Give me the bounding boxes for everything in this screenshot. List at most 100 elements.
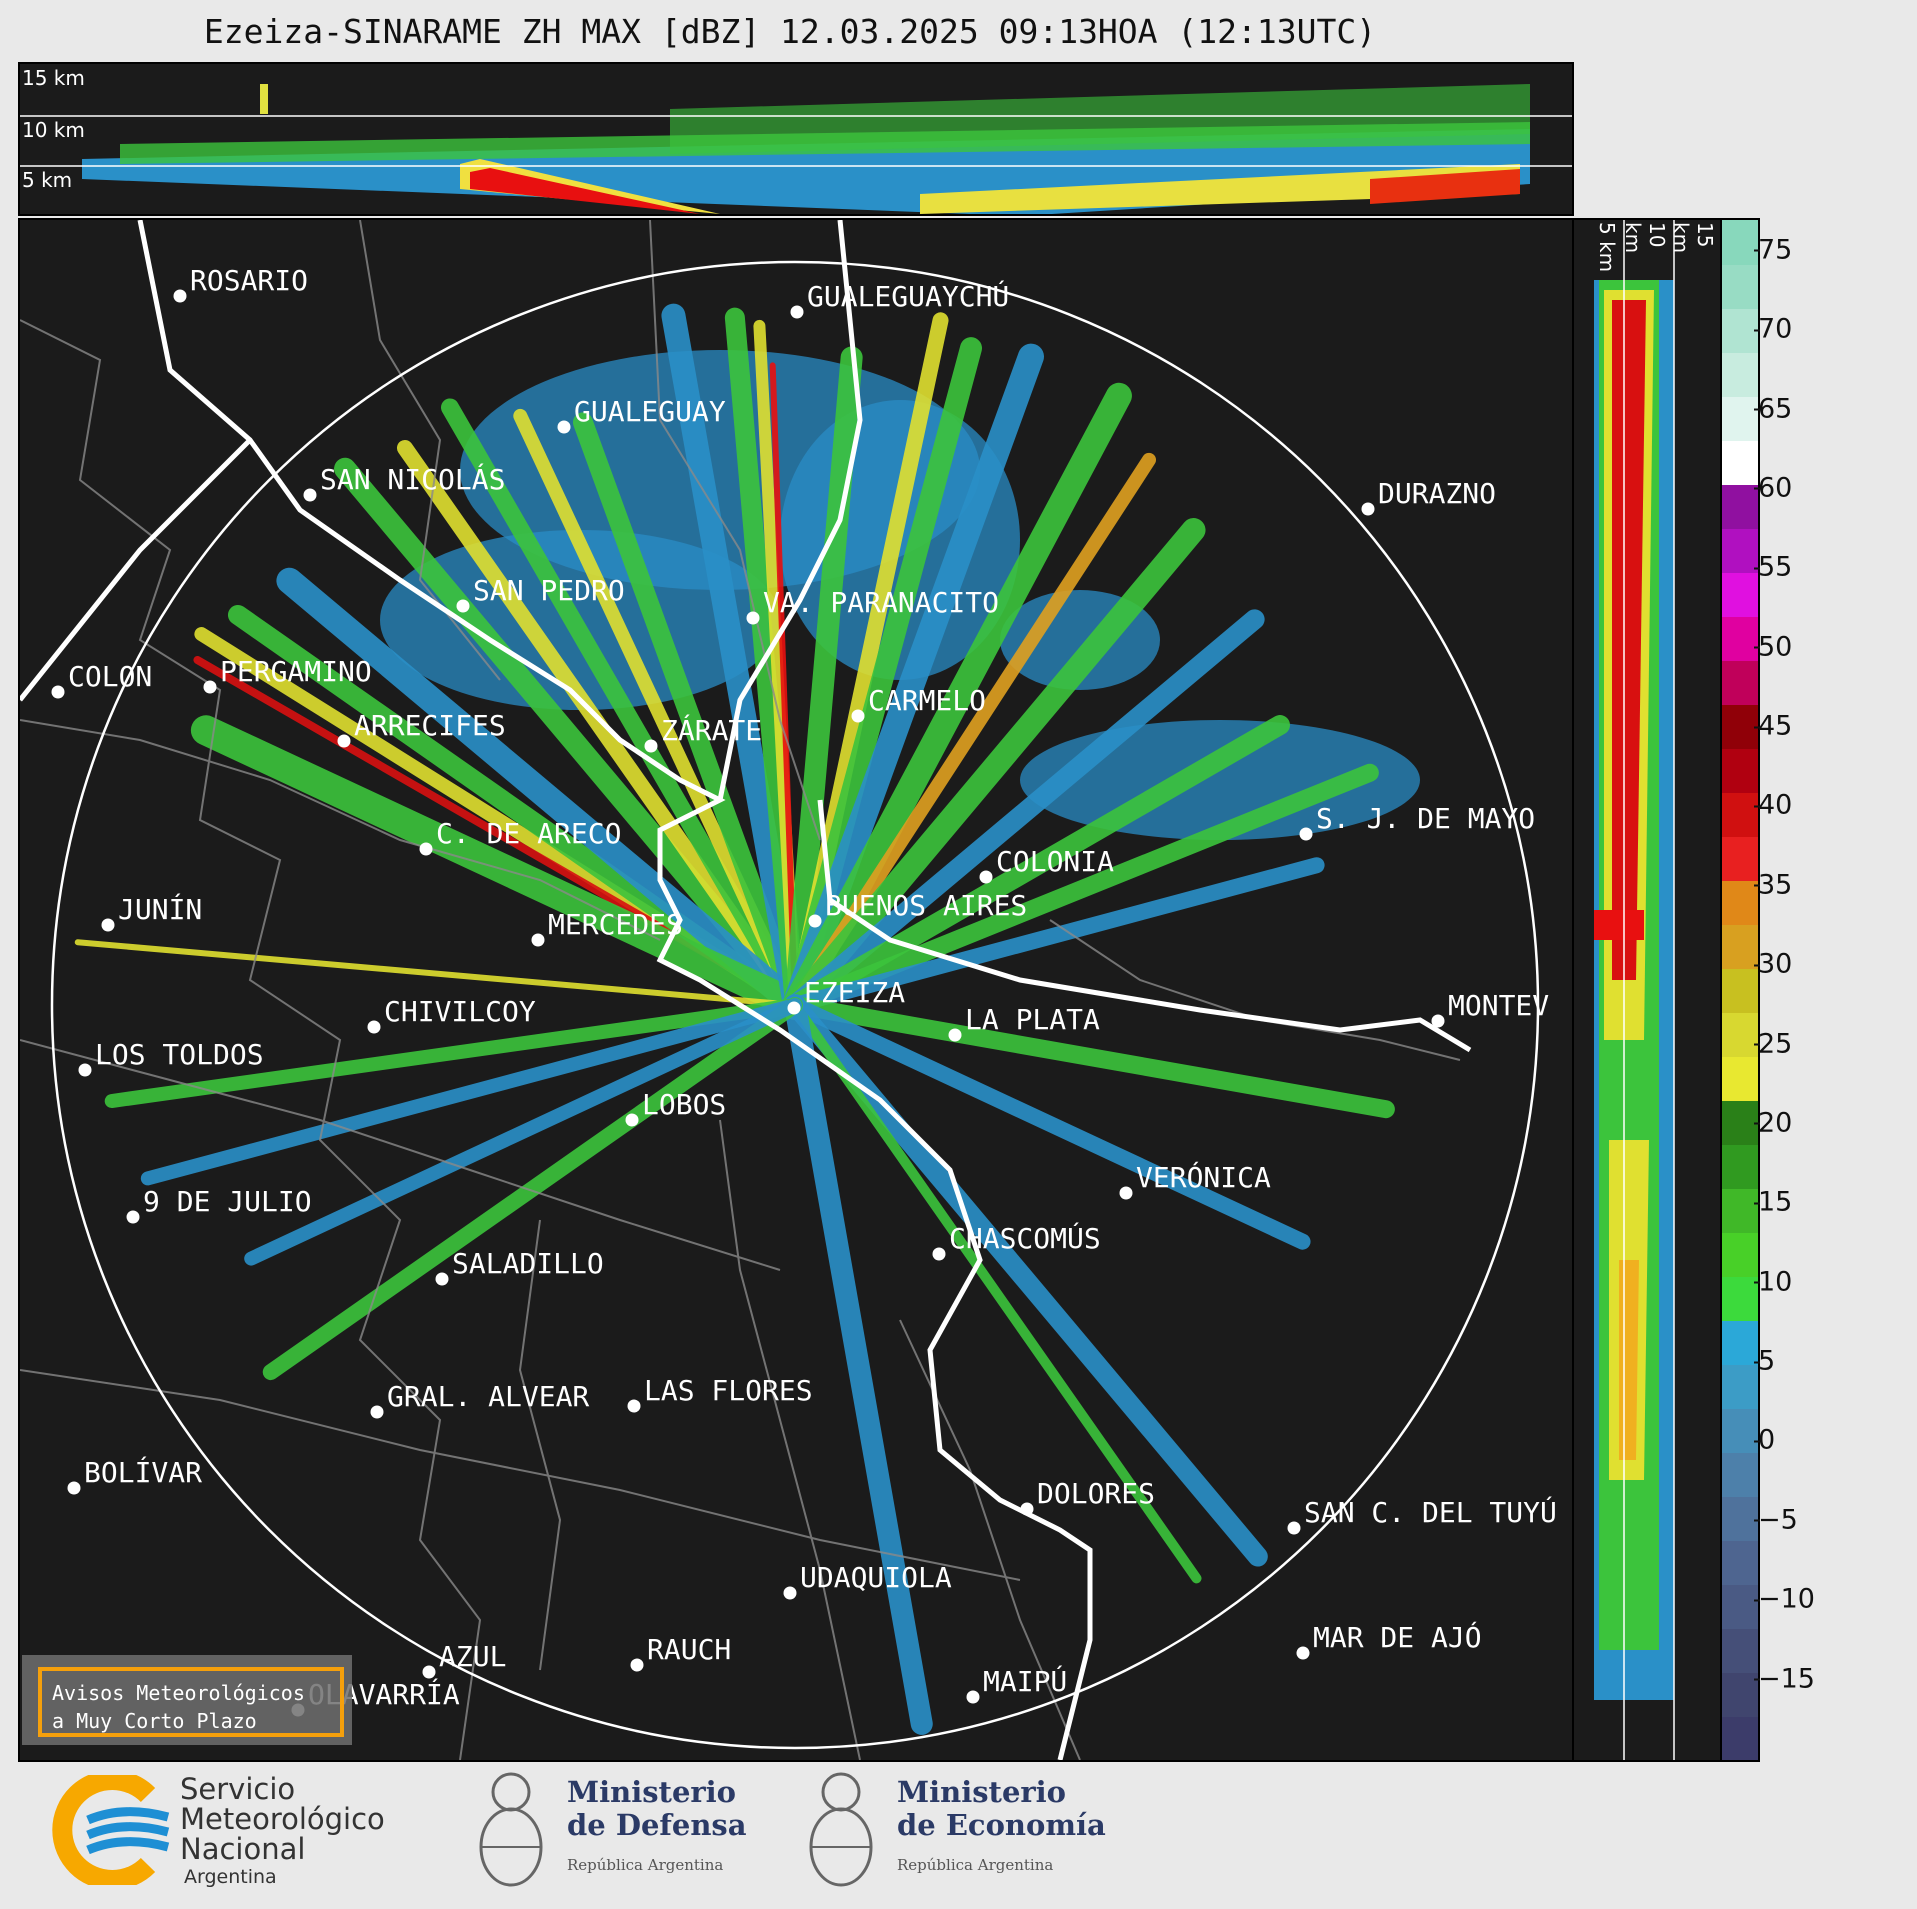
colorbar-gradient: [1722, 220, 1758, 1761]
radar-echo-rays: [74, 303, 1420, 1735]
colorbar-tick-17: −10: [1754, 1583, 1815, 1615]
city-marker-udaquiola: [783, 1586, 797, 1600]
colorbar-band-31: [1722, 352, 1758, 397]
colorbar-tick-18: −15: [1754, 1663, 1815, 1695]
city-label-montev: MONTEV: [1448, 989, 1550, 1022]
echo-ray-25: [786, 996, 1395, 1119]
city-label-chascomus: CHASCOMÚS: [949, 1222, 1101, 1255]
echo-ray-26: [787, 997, 1311, 1250]
city-marker-la-plata: [948, 1028, 962, 1042]
colorbar: [1720, 218, 1760, 1762]
city-marker-san-c-del-tuyu: [1287, 1521, 1301, 1535]
colorbar-band-28: [1722, 484, 1758, 529]
echo-ray-22: [785, 715, 1290, 1015]
warning-line-2: a Muy Corto Plazo: [52, 1709, 257, 1733]
colorbar-tick-3: 60: [1753, 472, 1793, 504]
smn-name-line-1: Servicio: [180, 1772, 296, 1806]
city-label-s-j-de-mayo: S. J. DE MAYO: [1316, 802, 1536, 835]
side-cross-section-plot: [1594, 220, 1675, 1760]
colorbar-band-23: [1722, 704, 1758, 749]
echo-ray-17: [782, 343, 1044, 1018]
city-label-saladillo: SALADILLO: [452, 1247, 604, 1280]
echo-ray-29: [784, 994, 933, 1735]
city-marker-carmelo: [851, 709, 865, 723]
city-marker-rauch: [630, 1658, 644, 1672]
city-label-pergamino: PERGAMINO: [220, 655, 372, 688]
city-marker-colonia: [979, 870, 993, 884]
city-label-9-de-julio: 9 DE JULIO: [143, 1185, 312, 1218]
colorbar-band-22: [1722, 748, 1758, 793]
city-marker-las-flores: [627, 1399, 641, 1413]
city-label-c-de-areco: C. DE ARECO: [436, 817, 622, 850]
colorbar-tick-9: 30: [1753, 948, 1793, 980]
city-marker-colon: [51, 685, 65, 699]
economia-line-2: de Economía: [897, 1808, 1106, 1842]
echo-ray-21: [785, 609, 1265, 1015]
colorbar-band-5: [1722, 1496, 1758, 1541]
city-marker-pergamino: [203, 680, 217, 694]
colorbar-band-24: [1722, 660, 1758, 705]
city-marker-c-de-areco: [419, 842, 433, 856]
colorbar-band-20: [1722, 836, 1758, 881]
colorbar-band-12: [1722, 1188, 1758, 1233]
city-label-durazno: DURAZNO: [1378, 477, 1497, 510]
echo-ray-7: [572, 412, 805, 1015]
city-marker-durazno: [1361, 502, 1375, 516]
warning-link-box[interactable]: Avisos Meteorológicos a Muy Corto Plazo: [38, 1667, 344, 1737]
colorbar-tick-11: 20: [1753, 1107, 1793, 1139]
height-label-15km: 15 km: [22, 66, 85, 90]
range-ring: [50, 260, 1540, 1750]
city-label-arrecifes: ARRECIFES: [354, 709, 506, 742]
echo-ray-24: [787, 857, 1325, 1013]
colorbar-band-25: [1722, 616, 1758, 661]
city-label-bolivar: BOLÍVAR: [84, 1456, 203, 1489]
colorbar-tick-10: 25: [1753, 1028, 1793, 1060]
colorbar-band-26: [1722, 572, 1758, 617]
echo-ray-14: [784, 346, 863, 1016]
colorbar-band-9: [1722, 1320, 1758, 1365]
smn-name-line-3: Nacional: [180, 1832, 306, 1866]
city-marker-9-de-julio: [126, 1210, 140, 1224]
city-label-veronica: VERÓNICA: [1136, 1161, 1271, 1194]
echo-ray-10: [661, 303, 807, 1017]
side-height-label-10km: 10 km: [1621, 222, 1669, 254]
smn-logo-icon: [52, 1775, 170, 1885]
colorbar-tick-16: −5: [1754, 1504, 1798, 1536]
city-marker-san-nicolas: [303, 488, 317, 502]
colorbar-band-29: [1722, 440, 1758, 485]
argentina-coat-of-arms-icon-2: [809, 1772, 873, 1887]
city-label-va-paranacito: VA. PARANACITO: [763, 586, 1000, 619]
colorbar-band-30: [1722, 396, 1758, 441]
colorbar-tick-7: 40: [1753, 789, 1793, 821]
height-label-10km: 10 km: [22, 118, 85, 142]
coastline-rivers: [20, 220, 1472, 1760]
echo-ray-3: [334, 457, 806, 1016]
colorbar-band-34: [1722, 220, 1758, 265]
city-marker-buenos-aires: [808, 914, 822, 928]
colorbar-band-32: [1722, 308, 1758, 353]
defensa-line-2: de Defensa: [567, 1808, 747, 1842]
city-label-ezeiza: EZEIZA: [804, 976, 906, 1009]
city-marker-gualeguay: [557, 420, 571, 434]
colorbar-tick-8: 35: [1753, 869, 1793, 901]
radar-map-plot: [20, 220, 1540, 1760]
colorbar-tick-1: 70: [1753, 313, 1793, 345]
colorbar-band-27: [1722, 528, 1758, 573]
colorbar-band-1: [1722, 1672, 1758, 1717]
city-label-junin: JUNÍN: [118, 893, 203, 926]
radar-map-panel: ROSARIO GUALEGUAYCHÚ GUALEGUAY SAN NICOLÁS D…: [18, 218, 1574, 1762]
city-marker-arrecifes: [337, 734, 351, 748]
colorbar-tick-4: 55: [1753, 551, 1793, 583]
city-label-carmelo: CARMELO: [868, 684, 987, 717]
colorbar-band-16: [1722, 1012, 1758, 1057]
colorbar-tick-2: 65: [1753, 393, 1793, 424]
echo-ray-5: [441, 398, 804, 1014]
city-label-los-toldos: LOS TOLDOS: [95, 1038, 264, 1071]
city-marker-zarate: [644, 739, 658, 753]
city-marker-san-pedro: [456, 599, 470, 613]
echo-ray-30: [74, 939, 798, 1008]
city-marker-lobos: [625, 1113, 639, 1127]
city-marker-veronica: [1119, 1186, 1133, 1200]
echo-ray-4: [396, 439, 803, 1013]
admin-borders: [20, 220, 1461, 1760]
